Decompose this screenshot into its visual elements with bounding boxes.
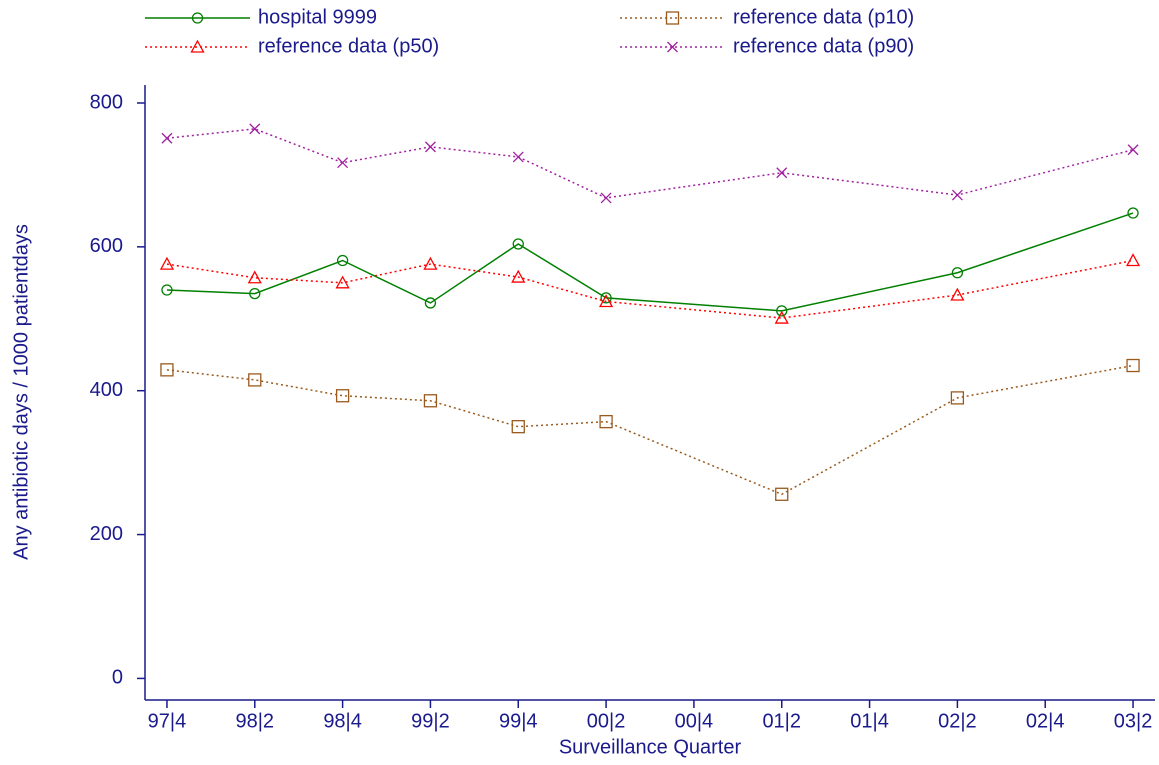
point — [512, 238, 524, 250]
point — [511, 269, 526, 283]
series-line — [166, 128, 1134, 199]
point — [335, 389, 350, 403]
x-tick-label: 98|2 — [235, 710, 274, 732]
point — [600, 292, 612, 304]
legend-label: reference data (p50) — [258, 35, 439, 57]
point — [249, 123, 261, 135]
legend-label: hospital 9999 — [258, 6, 377, 28]
x-tick-label: 01|4 — [850, 710, 889, 732]
y-axis-label: Any antibiotic days / 1000 patientdays — [10, 224, 32, 560]
y-tick-label: 400 — [90, 379, 123, 401]
point — [247, 270, 262, 284]
x-tick-label: 98|4 — [323, 710, 362, 732]
point — [161, 132, 173, 144]
point — [951, 189, 963, 201]
point — [951, 267, 964, 279]
point — [599, 414, 613, 429]
point — [774, 310, 789, 324]
legend-marker — [191, 12, 204, 24]
point — [598, 294, 614, 308]
point — [423, 256, 438, 270]
x-tick-label: 02|4 — [1026, 710, 1065, 732]
legend-label: reference data (p90) — [733, 35, 914, 57]
x-tick-label: 02|2 — [938, 710, 977, 732]
y-tick-label: 200 — [90, 523, 123, 545]
point — [160, 363, 174, 377]
point — [337, 157, 349, 169]
legend-marker — [667, 41, 678, 53]
point — [248, 373, 262, 387]
point — [1125, 253, 1141, 267]
point — [336, 254, 349, 267]
legend-marker — [665, 11, 680, 25]
y-tick-label: 0 — [112, 667, 123, 689]
x-tick-label: 99|2 — [411, 710, 450, 732]
point — [424, 141, 436, 153]
point — [1127, 207, 1139, 219]
x-axis-label: Surveillance Quarter — [559, 736, 742, 758]
x-tick-label: 99|4 — [499, 710, 538, 732]
point — [775, 487, 789, 501]
point — [335, 275, 350, 289]
point — [776, 167, 788, 179]
point — [161, 284, 173, 296]
series-line — [166, 259, 1134, 319]
x-tick-label: 00|2 — [587, 710, 626, 732]
point — [511, 420, 525, 434]
point — [950, 287, 965, 301]
y-tick-label: 800 — [90, 91, 123, 113]
point — [776, 305, 788, 317]
point — [1127, 144, 1139, 156]
legend-marker — [190, 39, 205, 53]
point — [1126, 358, 1140, 373]
x-tick-label: 97|4 — [148, 710, 187, 732]
x-tick-label: 01|2 — [762, 710, 801, 732]
legend-label: reference data (p10) — [733, 6, 914, 28]
point — [950, 391, 965, 405]
point — [159, 256, 175, 270]
x-tick-label: 00|4 — [675, 710, 714, 732]
series-line — [166, 364, 1134, 496]
point — [249, 287, 261, 300]
point — [423, 394, 438, 408]
point — [424, 297, 437, 309]
y-tick-label: 600 — [90, 235, 123, 257]
point — [512, 151, 524, 163]
series-line — [166, 212, 1134, 312]
x-tick-label: 03|2 — [1114, 710, 1153, 732]
point — [600, 192, 612, 204]
